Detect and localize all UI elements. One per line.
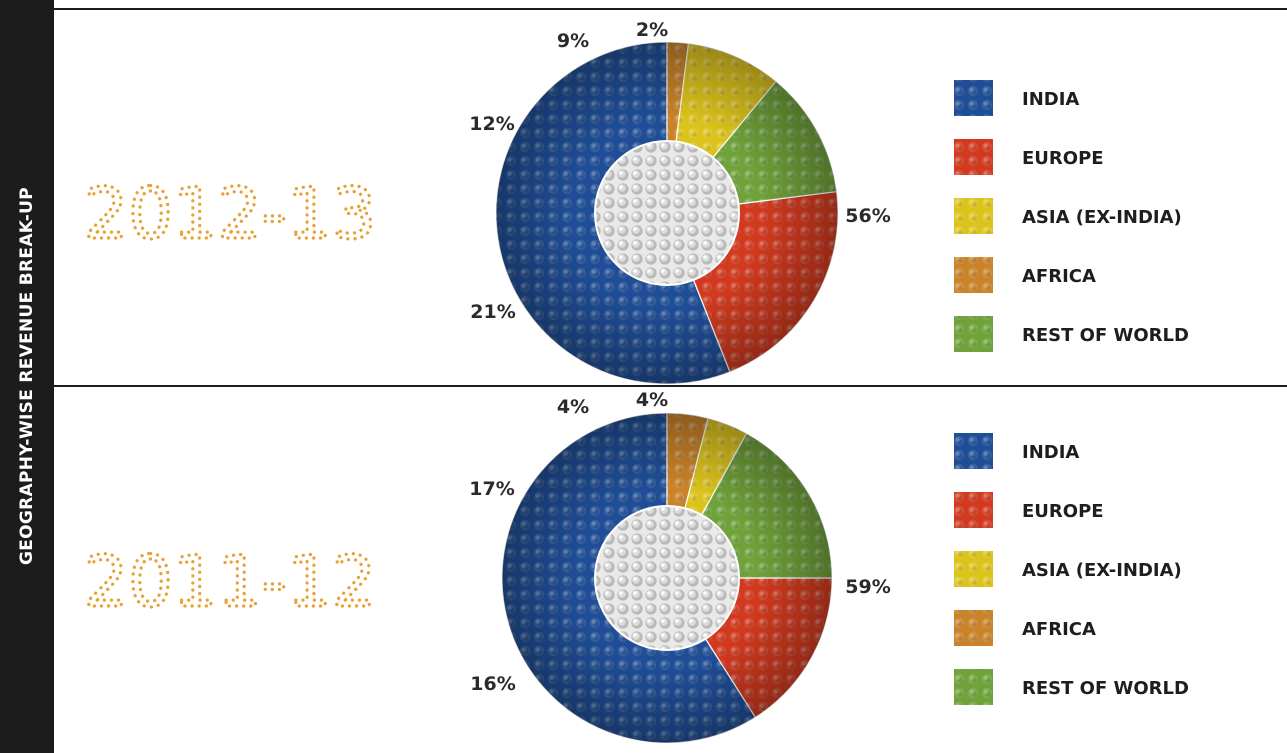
- slice-label-2011-12-asia-ex-india: 4%: [557, 396, 589, 418]
- slice-label-2011-12-india: 59%: [845, 576, 890, 598]
- middle-rule: [54, 385, 1287, 387]
- slice-label-2012-13-asia-ex-india: 9%: [557, 30, 589, 52]
- legend-2011-12-europe-swatch-texture: [954, 492, 993, 528]
- slice-label-2011-12-africa: 4%: [636, 389, 668, 411]
- legend-2011-12-africa-label: AFRICA: [1022, 619, 1096, 640]
- legend-2011-12-asia-ex-india-label: ASIA (EX-INDIA): [1022, 560, 1182, 581]
- year-title-2011-12: 2011-12: [84, 541, 376, 623]
- legend-2012-13-europe-swatch-texture: [954, 139, 993, 175]
- legend-2011-12-india-swatch-texture: [954, 433, 993, 469]
- donut-chart-2011-12: 2011-12 59% 16% 17% 4% 4% INDIA EUROPE ASIA (EX-…: [82, 389, 1189, 744]
- slice-label-2012-13-rest-of-world: 12%: [469, 113, 514, 135]
- legend-2011-12-rest-of-world-swatch-texture: [954, 669, 993, 705]
- legend-2012-13-africa-swatch-texture: [954, 257, 993, 293]
- legend-2012-13-india-label: INDIA: [1022, 89, 1079, 110]
- legend-2012-13-rest-of-world-label: REST OF WORLD: [1022, 325, 1189, 346]
- legend-2011-12-india-label: INDIA: [1022, 442, 1079, 463]
- legend-2012-13-rest-of-world-swatch-texture: [954, 316, 993, 352]
- legend-2011-12-asia-ex-india-swatch-texture: [954, 551, 993, 587]
- legend-2011-12-rest-of-world-label: REST OF WORLD: [1022, 678, 1189, 699]
- slice-label-2011-12-europe: 16%: [470, 673, 515, 695]
- legend-2012-13-europe-label: EUROPE: [1022, 148, 1104, 169]
- legend-2011-12-europe-label: EUROPE: [1022, 501, 1104, 522]
- legend-2012-13-asia-ex-india-swatch-texture: [954, 198, 993, 234]
- slice-label-2012-13-europe: 21%: [470, 301, 515, 323]
- slice-label-2012-13-india: 56%: [845, 205, 890, 227]
- slice-label-2011-12-rest-of-world: 17%: [469, 478, 514, 500]
- top-rule: [54, 8, 1287, 10]
- donut-chart-2012-13: 2012-13 56% 21% 12% 9% 2% INDIA EUROPE ASIA (EX-…: [82, 19, 1189, 385]
- legend-2012-13-africa-label: AFRICA: [1022, 266, 1096, 287]
- legend-2012-13-asia-ex-india-label: ASIA (EX-INDIA): [1022, 207, 1182, 228]
- year-title-2012-13: 2012-13: [84, 173, 376, 255]
- legend-2011-12-africa-swatch-texture: [954, 610, 993, 646]
- legend-2012-13-india-swatch-texture: [954, 80, 993, 116]
- donut-hole: [594, 505, 740, 651]
- side-title-bar: GEOGRAPHY-WISE REVENUE BREAK-UP: [0, 0, 54, 753]
- donut-hole: [594, 140, 740, 286]
- slice-label-2012-13-africa: 2%: [636, 19, 668, 41]
